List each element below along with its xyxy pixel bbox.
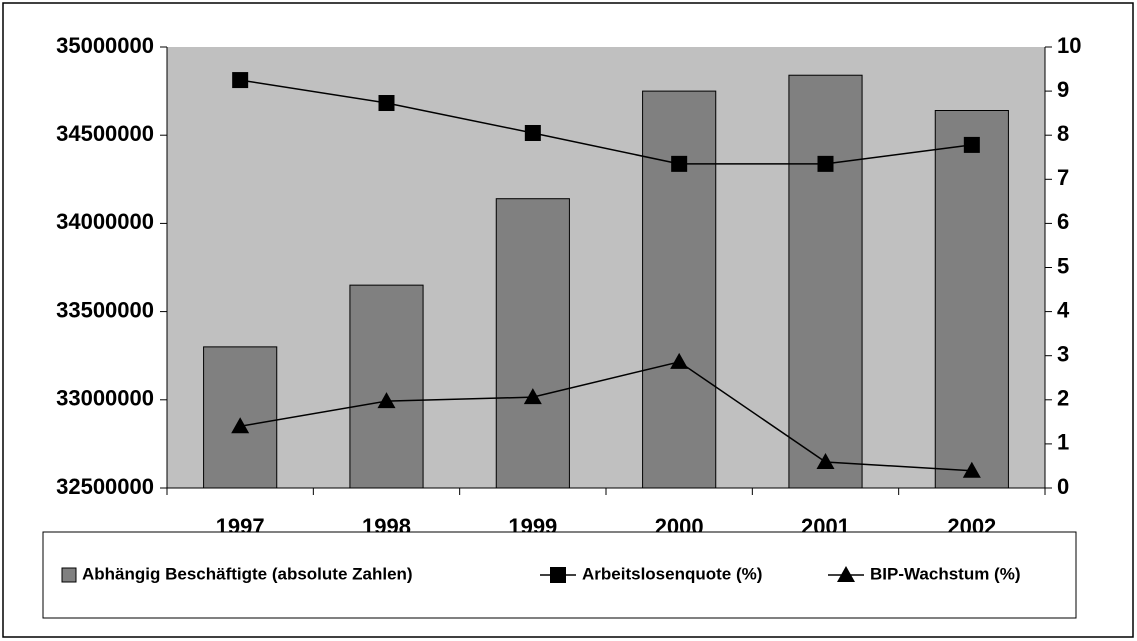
legend-marker <box>837 566 855 582</box>
marker <box>232 72 249 89</box>
bar <box>788 74 863 489</box>
bar <box>495 198 570 489</box>
legend-label: Arbeitslosenquote (%) <box>582 564 762 583</box>
line <box>240 361 972 472</box>
marker <box>523 388 542 405</box>
y-tick-label: 34500000 <box>56 121 154 146</box>
marker <box>817 155 834 172</box>
marker <box>963 136 980 153</box>
marker <box>962 461 981 478</box>
bar <box>642 90 717 489</box>
y-tick-label: 34000000 <box>56 209 154 234</box>
legend-label: Abhängig Beschäftigte (absolute Zahlen) <box>82 564 413 583</box>
y2-tick-label: 0 <box>1057 474 1069 499</box>
marker <box>377 392 396 409</box>
plot-area <box>167 47 1045 488</box>
y2-tick-label: 6 <box>1057 209 1069 234</box>
marker <box>378 95 395 112</box>
y2-tick-label: 5 <box>1057 253 1069 278</box>
y2-tick-label: 4 <box>1057 297 1070 322</box>
y-tick-label: 33500000 <box>56 297 154 322</box>
bar <box>934 110 1009 489</box>
y2-tick-label: 10 <box>1057 33 1081 58</box>
y2-tick-label: 8 <box>1057 121 1069 146</box>
y2-tick-label: 1 <box>1057 430 1069 455</box>
y2-tick-label: 3 <box>1057 342 1069 367</box>
y2-tick-label: 2 <box>1057 386 1069 411</box>
marker <box>671 155 688 172</box>
marker <box>231 417 250 434</box>
marker <box>524 124 541 141</box>
marker <box>670 352 689 369</box>
legend-label: BIP-Wachstum (%) <box>870 564 1021 583</box>
legend-marker <box>550 567 566 583</box>
bar <box>349 284 424 489</box>
line <box>240 79 972 165</box>
legend-swatch <box>61 567 77 583</box>
marker <box>816 452 835 469</box>
y2-tick-label: 9 <box>1057 77 1069 102</box>
y-tick-label: 32500000 <box>56 474 154 499</box>
y2-tick-label: 7 <box>1057 165 1069 190</box>
y-tick-label: 35000000 <box>56 33 154 58</box>
y-tick-label: 33000000 <box>56 386 154 411</box>
